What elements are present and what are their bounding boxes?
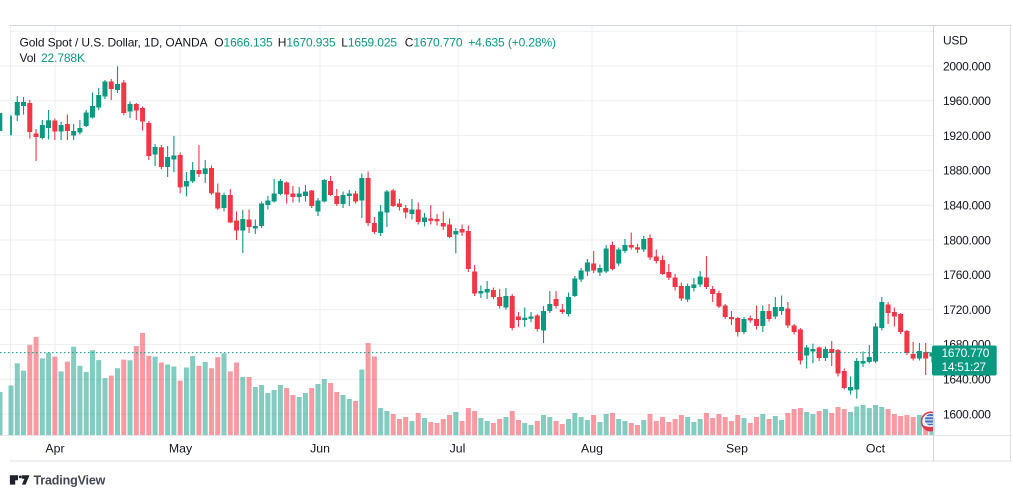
svg-text:+4.635 (+0.28%): +4.635 (+0.28%) xyxy=(468,35,556,49)
svg-text:1840.000: 1840.000 xyxy=(943,199,991,213)
svg-text:1960.000: 1960.000 xyxy=(943,94,991,108)
svg-text:1720.000: 1720.000 xyxy=(943,303,991,317)
svg-text:1760.000: 1760.000 xyxy=(943,268,991,282)
svg-text:1920.000: 1920.000 xyxy=(943,129,991,143)
svg-text:Gold Spot / U.S. Dollar, 1D, O: Gold Spot / U.S. Dollar, 1D, OANDA xyxy=(20,35,208,49)
svg-text:O1666.135: O1666.135 xyxy=(214,35,273,49)
svg-text:L1659.025: L1659.025 xyxy=(341,35,397,49)
svg-text:USD: USD xyxy=(943,34,968,48)
svg-text:TradingView: TradingView xyxy=(34,474,106,488)
svg-text:Aug: Aug xyxy=(581,442,603,456)
svg-text:Jul: Jul xyxy=(450,442,466,456)
svg-text:1800.000: 1800.000 xyxy=(943,233,991,247)
svg-text:Sep: Sep xyxy=(726,442,748,456)
svg-text:C1670.770: C1670.770 xyxy=(405,35,463,49)
svg-text:May: May xyxy=(169,442,193,456)
svg-text:2000.000: 2000.000 xyxy=(943,59,991,73)
svg-text:H1670.935: H1670.935 xyxy=(278,35,336,49)
svg-text:1880.000: 1880.000 xyxy=(943,164,991,178)
svg-text:Jun: Jun xyxy=(310,442,330,456)
svg-text:1600.000: 1600.000 xyxy=(943,407,991,421)
svg-text:Vol: Vol xyxy=(20,51,36,65)
svg-text:Apr: Apr xyxy=(45,442,64,456)
svg-text:1640.000: 1640.000 xyxy=(943,373,991,387)
svg-text:1670.770: 1670.770 xyxy=(942,346,990,360)
svg-text:Oct: Oct xyxy=(866,442,886,456)
svg-text:14:51:27: 14:51:27 xyxy=(942,360,987,374)
svg-text:22.788K: 22.788K xyxy=(41,51,85,65)
